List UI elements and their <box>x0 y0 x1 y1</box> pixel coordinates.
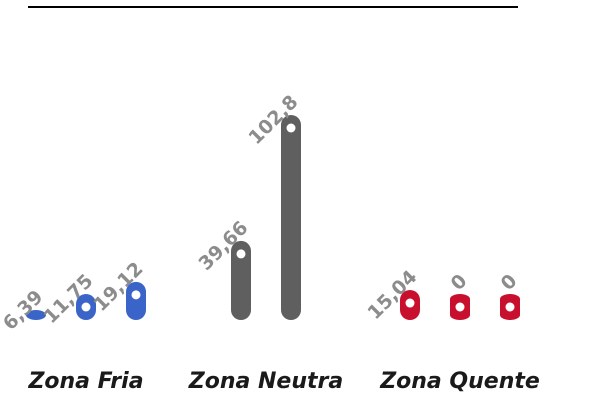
bar <box>281 115 301 320</box>
category-label: Zona Quente <box>379 369 540 394</box>
bar-marker <box>81 302 91 312</box>
bar-marker <box>455 302 465 312</box>
category-label: Zona Fria <box>27 369 143 394</box>
bar-marker <box>286 123 296 133</box>
bar-marker <box>505 302 515 312</box>
category-label: Zona Neutra <box>188 369 343 394</box>
bar <box>126 281 146 320</box>
bar-marker <box>236 249 246 259</box>
category-labels-layer: Zona Fria Zona Neutra Zona Quente <box>27 369 539 394</box>
bar-marker <box>131 290 141 300</box>
bar <box>231 240 251 320</box>
bars-layer <box>26 115 520 320</box>
bar-marker <box>405 298 415 308</box>
value-label: 0 <box>497 270 522 295</box>
value-label: 0 <box>447 270 472 295</box>
bar <box>26 310 46 320</box>
